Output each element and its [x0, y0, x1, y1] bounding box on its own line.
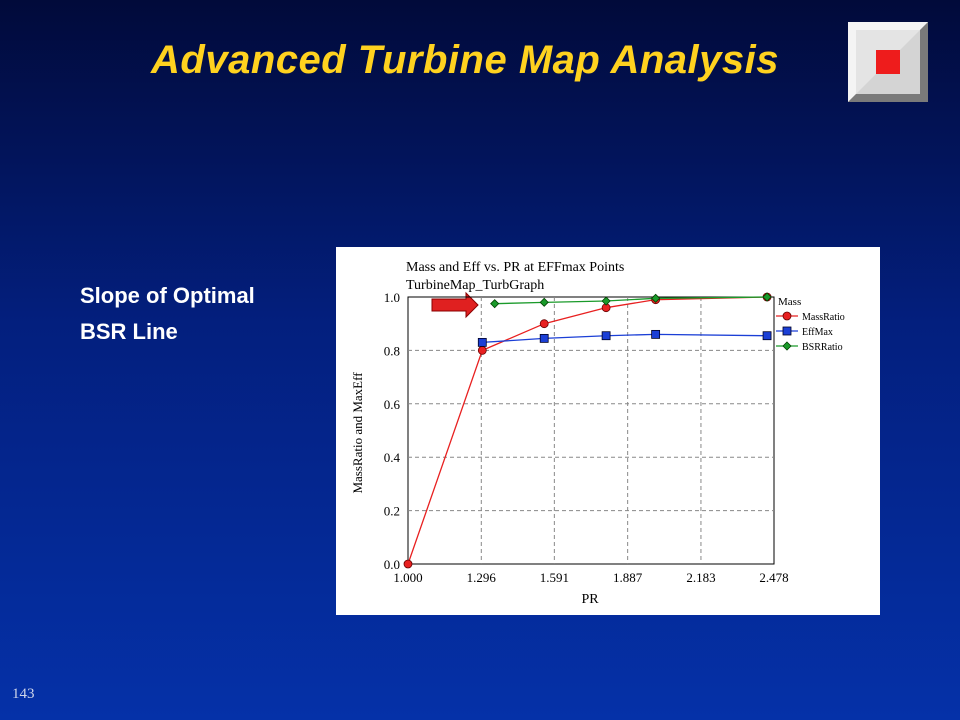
y-tick-label: 0.8	[384, 343, 400, 358]
data-point	[490, 299, 500, 309]
data-point	[782, 311, 792, 321]
series-line-massratio	[407, 296, 768, 565]
data-point	[762, 331, 772, 341]
data-point	[539, 297, 549, 307]
x-tick-label: 2.183	[686, 570, 715, 585]
x-tick-label: 2.478	[759, 570, 788, 585]
slide-title: Advanced Turbine Map Analysis	[151, 38, 779, 82]
data-point	[651, 329, 661, 339]
x-tick-label: 1.296	[467, 570, 497, 585]
series-line-bsrratio	[494, 296, 768, 305]
data-point	[782, 341, 792, 351]
legend-label: EffMax	[802, 327, 833, 338]
y-tick-label: 0.6	[384, 397, 401, 412]
data-point	[782, 326, 792, 336]
stop-button[interactable]	[848, 22, 928, 102]
y-tick-label: 0.4	[384, 450, 401, 465]
legend-label: BSRRatio	[802, 342, 843, 353]
y-tick-label: 0.0	[384, 557, 400, 572]
stop-icon	[876, 50, 900, 74]
data-point	[539, 319, 549, 329]
x-tick-label: 1.887	[613, 570, 643, 585]
y-tick-label: 0.2	[384, 504, 400, 519]
legend-label: MassRatio	[802, 312, 845, 323]
data-point	[651, 293, 661, 303]
x-axis-label: PR	[581, 592, 599, 607]
side-text-line-2: BSR Line	[80, 319, 178, 344]
y-axis-label: MassRatio and MaxEff	[350, 372, 365, 494]
data-point	[601, 296, 611, 306]
x-tick-label: 1.591	[540, 570, 569, 585]
data-point	[539, 333, 549, 343]
data-point	[403, 559, 413, 569]
chart-subtitle: TurbineMap_TurbGraph	[406, 278, 544, 293]
data-point	[477, 346, 487, 355]
data-point	[762, 292, 772, 302]
slope-arrow-icon	[431, 291, 479, 319]
x-tick-label: 1.000	[393, 570, 422, 585]
chart-title: Mass and Eff vs. PR at EFFmax Points	[406, 260, 624, 275]
data-point	[477, 337, 487, 347]
legend-title: Mass	[778, 296, 801, 308]
data-point	[601, 331, 611, 341]
turbine-chart: Mass and Eff vs. PR at EFFmax Points Tur…	[350, 260, 845, 607]
y-tick-label: 1.0	[384, 290, 400, 305]
plot-frame	[407, 296, 775, 565]
chart-panel: Mass and Eff vs. PR at EFFmax Points Tur…	[336, 247, 880, 615]
series-line-effmax	[482, 333, 768, 344]
side-text-line-1: Slope of Optimal	[80, 283, 255, 308]
slide-number: 143	[12, 686, 35, 702]
